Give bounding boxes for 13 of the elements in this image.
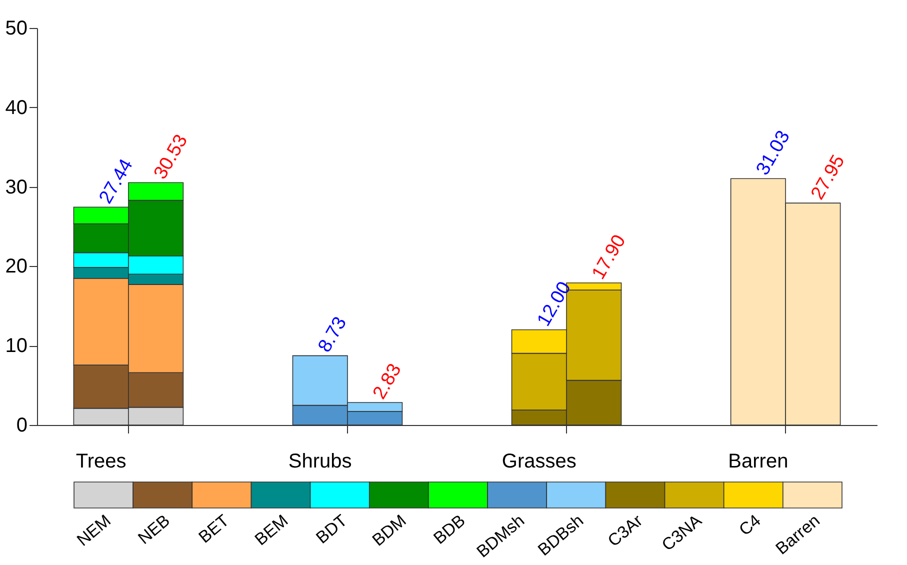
- y-tick-label: 30: [5, 176, 28, 198]
- legend-label: C4: [735, 510, 764, 540]
- x-tick-label: Grasses: [502, 450, 576, 472]
- x-tick-label: Trees: [76, 450, 126, 472]
- y-tick-label: 10: [5, 335, 28, 358]
- legend-label: BDB: [430, 510, 469, 548]
- legend-label: NEB: [134, 510, 174, 548]
- y-tick-label: 40: [5, 96, 28, 119]
- y-tick-label: 0: [16, 414, 28, 436]
- y-tick-label: 20: [5, 256, 28, 278]
- x-tick-label: Barren: [728, 450, 788, 472]
- x-tick-label: Shrubs: [288, 450, 352, 472]
- y-tick-label: 50: [5, 18, 28, 40]
